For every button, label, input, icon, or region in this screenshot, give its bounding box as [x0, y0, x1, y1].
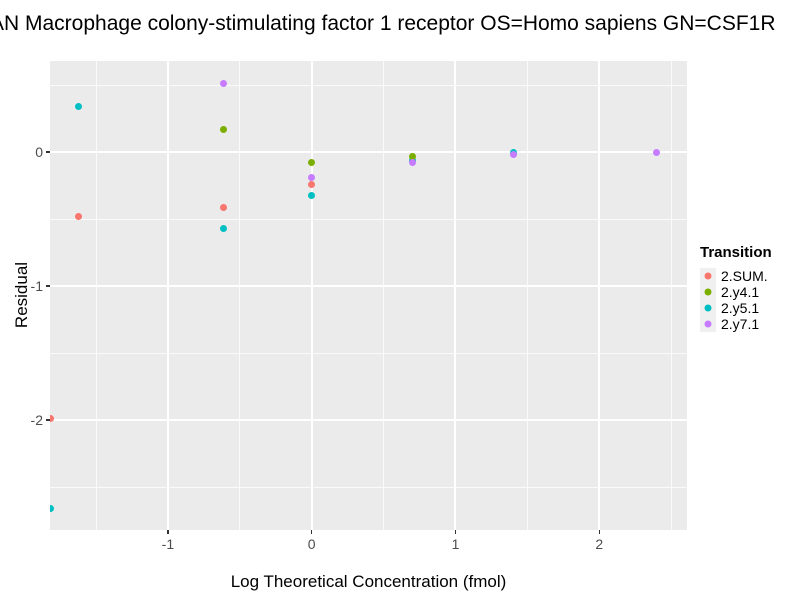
data-point — [220, 203, 228, 211]
data-point — [75, 103, 83, 111]
data-point — [75, 212, 83, 220]
y-tick-mark — [46, 151, 50, 153]
legend-item-label: 2.y4.1 — [721, 284, 760, 300]
x-tick-mark — [310, 530, 313, 534]
gridline-major-vertical — [310, 61, 313, 530]
gridline-major-horizontal — [50, 285, 687, 288]
data-point — [653, 148, 661, 156]
x-tick-label: 1 — [451, 536, 460, 552]
legend: Transition 2.SUM. 2.y4.1 2.y5.1 2.y7.1 — [700, 244, 772, 332]
data-point — [220, 125, 228, 133]
y-tick-mark — [46, 419, 50, 421]
legend-item: 2.y7.1 — [700, 316, 772, 332]
x-tick-mark — [167, 530, 169, 534]
gridline-major-vertical — [166, 61, 169, 530]
y-tick-mark — [46, 285, 50, 287]
chart-title: AN Macrophage colony-stimulating factor … — [0, 12, 776, 35]
gridline-major-vertical — [454, 61, 457, 530]
legend-item: 2.SUM. — [700, 268, 772, 284]
gridline-major-vertical — [598, 61, 601, 530]
x-tick-mark — [454, 530, 457, 534]
legend-point-icon — [704, 304, 712, 312]
x-tick-label: -1 — [161, 536, 175, 552]
data-point — [50, 505, 54, 513]
data-point — [308, 180, 316, 188]
gridline-minor-vertical — [239, 61, 241, 530]
data-point — [220, 80, 228, 88]
data-point — [308, 159, 316, 167]
legend-key — [700, 316, 716, 332]
data-point — [50, 415, 54, 423]
gridline-minor-vertical — [526, 61, 528, 530]
gridline-minor-horizontal — [50, 218, 687, 220]
x-tick-mark — [598, 530, 601, 534]
y-axis-title: Residual — [12, 261, 31, 329]
gridline-minor-horizontal — [50, 486, 687, 488]
legend-key — [700, 300, 716, 316]
data-point — [308, 191, 316, 199]
gridline-minor-horizontal — [50, 84, 687, 86]
legend-point-icon — [704, 272, 712, 280]
legend-key — [700, 284, 716, 300]
legend-point-icon — [704, 288, 712, 296]
legend-title: Transition — [700, 244, 772, 261]
data-point — [220, 225, 228, 232]
legend-item-label: 2.y7.1 — [721, 316, 760, 332]
data-point — [408, 152, 416, 160]
data-point — [308, 174, 316, 182]
gridline-major-horizontal — [50, 419, 687, 422]
data-point — [509, 151, 517, 159]
legend-point-icon — [704, 320, 712, 328]
legend-item: 2.y4.1 — [700, 284, 772, 300]
gridline-major-horizontal — [50, 151, 687, 154]
x-tick-label: 0 — [307, 536, 316, 552]
gridline-minor-horizontal — [50, 352, 687, 354]
plot-panel — [50, 61, 687, 530]
legend-items: 2.SUM. 2.y4.1 2.y5.1 2.y7.1 — [700, 268, 772, 332]
gridline-minor-vertical — [670, 61, 672, 530]
x-axis-title: Log Theoretical Concentration (fmol) — [230, 572, 507, 591]
legend-item-label: 2.SUM. — [721, 268, 768, 284]
legend-item: 2.y5.1 — [700, 300, 772, 316]
x-tick-label: 2 — [595, 536, 604, 552]
gridline-minor-vertical — [95, 61, 97, 530]
y-tick-label: 0 — [35, 144, 43, 161]
legend-key — [700, 268, 716, 284]
y-tick-label: -2 — [30, 412, 43, 429]
data-point — [408, 159, 416, 167]
gridline-minor-vertical — [383, 61, 385, 530]
y-tick-label: -1 — [30, 278, 43, 295]
legend-item-label: 2.y5.1 — [721, 300, 760, 316]
